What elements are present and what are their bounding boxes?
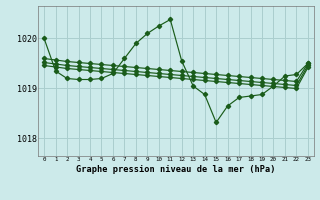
X-axis label: Graphe pression niveau de la mer (hPa): Graphe pression niveau de la mer (hPa) [76, 165, 276, 174]
